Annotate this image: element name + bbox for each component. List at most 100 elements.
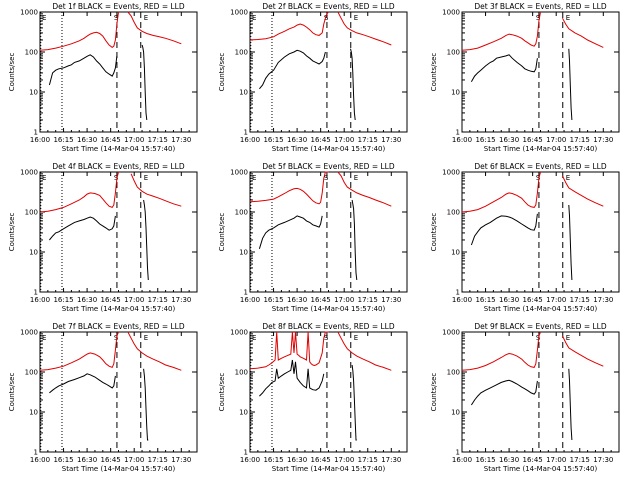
y-tick-label: 10 bbox=[29, 409, 38, 417]
x-axis-label: Start Time (14-Mar-04 15:57:40) bbox=[484, 145, 598, 153]
x-tick-label: 16:45 bbox=[311, 456, 331, 464]
x-tick-label: 16:00 bbox=[240, 136, 260, 144]
y-tick-label: 10 bbox=[29, 249, 38, 257]
y-tick-label: 1000 bbox=[442, 169, 460, 177]
x-tick-label: 16:00 bbox=[452, 456, 472, 464]
events-series-line bbox=[143, 199, 149, 281]
y-tick-label: 100 bbox=[25, 369, 38, 377]
panel-title: Det 7f BLACK = Events, RED = LLD bbox=[52, 322, 185, 331]
marker-label-s: S bbox=[114, 174, 119, 182]
y-tick-label: 10 bbox=[451, 409, 460, 417]
marker-label-e-left: E bbox=[252, 14, 256, 22]
events-series-line bbox=[49, 373, 116, 394]
x-tick-label: 16:30 bbox=[499, 456, 519, 464]
marker-label-e-left: E bbox=[42, 14, 46, 22]
lld-series-line bbox=[562, 335, 604, 367]
marker-label-e-right: E bbox=[566, 334, 570, 342]
x-tick-label: 16:45 bbox=[311, 296, 331, 304]
x-tick-label: 16:15 bbox=[263, 136, 283, 144]
x-tick-label: 17:15 bbox=[148, 136, 168, 144]
plot-frame bbox=[461, 331, 620, 453]
y-tick-label: 100 bbox=[235, 209, 248, 217]
y-tick-label: 100 bbox=[447, 369, 460, 377]
y-tick-label: 1000 bbox=[20, 329, 38, 337]
y-tick-label: 1 bbox=[456, 289, 460, 297]
x-tick-label: 17:30 bbox=[593, 456, 613, 464]
plot-frame bbox=[39, 331, 198, 453]
lld-series-line bbox=[461, 11, 541, 51]
x-tick-label: 16:15 bbox=[263, 456, 283, 464]
y-tick-label: 10 bbox=[239, 409, 248, 417]
events-series-line bbox=[143, 368, 149, 441]
x-tick-label: 16:30 bbox=[499, 136, 519, 144]
events-series-line bbox=[259, 49, 326, 90]
x-tick-label: 17:00 bbox=[546, 456, 566, 464]
x-tick-label: 16:45 bbox=[523, 136, 543, 144]
x-axis-label: Start Time (14-Mar-04 15:57:40) bbox=[62, 145, 176, 153]
detector-panel-7: Det 7f BLACK = Events, RED = LLD 16:00 16:… bbox=[8, 322, 198, 473]
plot-frame bbox=[249, 11, 408, 133]
x-tick-label: 16:15 bbox=[475, 456, 495, 464]
x-axis-label: Start Time (14-Mar-04 15:57:40) bbox=[62, 305, 176, 313]
x-tick-label: 17:30 bbox=[381, 136, 401, 144]
lld-series-line bbox=[249, 11, 329, 41]
y-axis-label: Counts/sec bbox=[8, 53, 16, 92]
y-tick-label: 10 bbox=[451, 89, 460, 97]
x-tick-label: 17:00 bbox=[334, 136, 354, 144]
y-tick-label: 10 bbox=[451, 249, 460, 257]
lld-series-line bbox=[562, 17, 604, 48]
y-tick-label: 1 bbox=[34, 129, 38, 137]
x-tick-label: 16:45 bbox=[311, 136, 331, 144]
y-tick-label: 1 bbox=[456, 449, 460, 457]
x-tick-label: 17:00 bbox=[334, 296, 354, 304]
y-axis-label: Counts/sec bbox=[8, 373, 16, 412]
x-tick-label: 16:15 bbox=[53, 136, 73, 144]
y-tick-label: 100 bbox=[447, 49, 460, 57]
marker-label-e-right: E bbox=[144, 174, 148, 182]
x-tick-label: 16:00 bbox=[30, 456, 50, 464]
events-series-line bbox=[258, 215, 323, 249]
y-tick-label: 1000 bbox=[230, 329, 248, 337]
x-tick-label: 16:45 bbox=[523, 296, 543, 304]
x-tick-label: 16:00 bbox=[30, 296, 50, 304]
y-tick-label: 10 bbox=[29, 89, 38, 97]
marker-label-s: S bbox=[536, 174, 541, 182]
marker-label-e-right: E bbox=[566, 14, 570, 22]
lld-series-line bbox=[337, 171, 392, 207]
events-series-line bbox=[351, 199, 358, 281]
lld-series-line bbox=[39, 171, 119, 213]
x-tick-label: 16:45 bbox=[101, 456, 121, 464]
x-tick-label: 17:15 bbox=[358, 456, 378, 464]
panel-title: Det 6f BLACK = Events, RED = LLD bbox=[474, 162, 607, 171]
marker-label-s: S bbox=[324, 174, 329, 182]
events-series-line bbox=[350, 48, 356, 121]
lld-series-line bbox=[39, 331, 119, 371]
lld-series-line bbox=[461, 171, 541, 213]
x-tick-label: 17:15 bbox=[358, 136, 378, 144]
x-tick-label: 17:30 bbox=[171, 456, 191, 464]
plot-frame bbox=[249, 331, 408, 453]
x-tick-label: 16:30 bbox=[77, 296, 97, 304]
y-tick-label: 100 bbox=[25, 209, 38, 217]
events-series-line bbox=[48, 54, 118, 86]
lld-series-line bbox=[130, 173, 182, 207]
x-tick-label: 16:00 bbox=[240, 296, 260, 304]
lld-series-line bbox=[337, 331, 392, 371]
plot-frame bbox=[39, 171, 198, 293]
x-tick-label: 16:45 bbox=[523, 456, 543, 464]
y-axis-label: Counts/sec bbox=[218, 373, 226, 412]
y-tick-label: 1000 bbox=[20, 169, 38, 177]
events-series-line bbox=[49, 215, 116, 241]
x-tick-label: 17:30 bbox=[593, 296, 613, 304]
y-tick-label: 1000 bbox=[230, 9, 248, 17]
events-series-line bbox=[259, 359, 325, 397]
x-tick-label: 17:00 bbox=[124, 456, 144, 464]
marker-label-e-right: E bbox=[354, 14, 358, 22]
x-axis-label: Start Time (14-Mar-04 15:57:40) bbox=[484, 305, 598, 313]
